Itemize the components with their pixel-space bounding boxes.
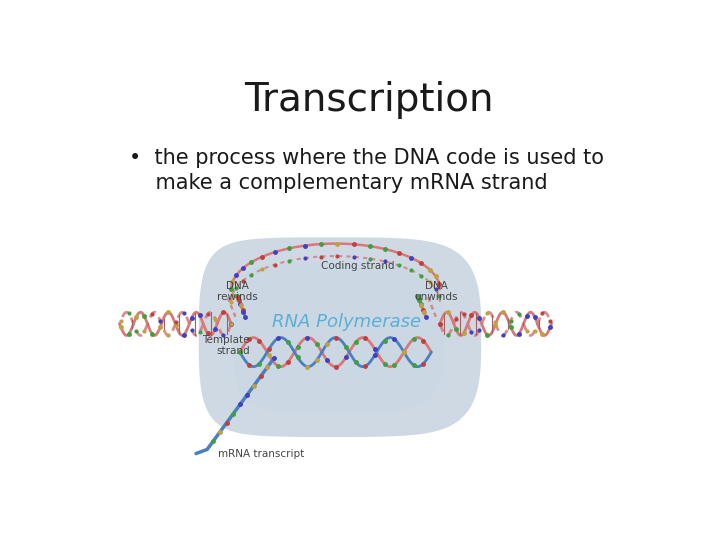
Text: make a complementary mRNA strand: make a complementary mRNA strand (129, 173, 548, 193)
Text: •  the process where the DNA code is used to: • the process where the DNA code is used… (129, 148, 604, 168)
Text: DNA
unwinds: DNA unwinds (415, 281, 458, 302)
Text: RNA Polymerase: RNA Polymerase (272, 313, 421, 331)
Text: Coding strand: Coding strand (321, 261, 395, 272)
Polygon shape (233, 262, 445, 412)
Text: DNA
rewinds: DNA rewinds (217, 281, 258, 302)
Text: Template
strand: Template strand (202, 335, 250, 356)
Text: mRNA transcript: mRNA transcript (218, 449, 305, 458)
Polygon shape (199, 238, 481, 437)
Text: Transcription: Transcription (244, 81, 494, 119)
